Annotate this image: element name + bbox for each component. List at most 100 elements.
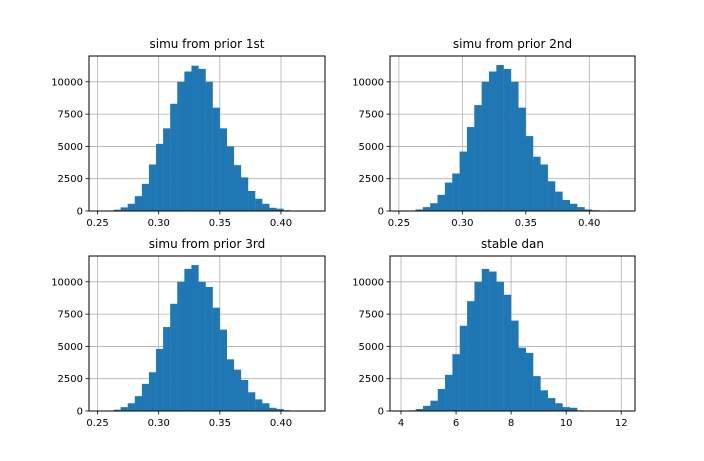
histogram-bar (177, 281, 185, 411)
y-tick-label: 5000 (359, 342, 384, 353)
histogram-bar (262, 403, 270, 411)
histogram-bar (466, 127, 475, 211)
histogram-bar (452, 173, 460, 211)
subplot-simu-from-prior-2nd: 0.25 0.30 0.35 0.40 0 2500 5000 7500 10000 simu f… (352, 37, 636, 229)
histogram-bar (437, 194, 446, 211)
histogram-bar (156, 349, 164, 411)
histogram-bar (255, 399, 263, 411)
histogram-bar (569, 203, 578, 211)
y-tick-label: 5000 (359, 142, 384, 153)
x-tick-label: 0.35 (209, 218, 231, 229)
histogram-bar (248, 392, 256, 411)
y-tick-label: 10000 (51, 277, 83, 288)
histogram-bar (584, 209, 593, 211)
histogram-bar (127, 203, 135, 211)
histogram-bar (134, 196, 143, 211)
histogram-bar (474, 281, 482, 411)
y-tick-label: 5000 (58, 142, 83, 153)
histogram-bar (148, 372, 157, 411)
histogram-bar (255, 198, 263, 211)
histogram-bar (219, 329, 227, 411)
histogram-bar (226, 146, 235, 211)
histogram-bar (415, 409, 424, 411)
histogram-bar (481, 268, 490, 411)
histogram-bar (212, 107, 220, 211)
x-tick-label: 0.25 (388, 218, 410, 229)
y-tick-label: 2500 (359, 374, 384, 385)
histogram-bar (219, 128, 227, 211)
y-tick-label: 10000 (51, 77, 83, 88)
histogram-bar (496, 281, 504, 411)
histogram-bar (511, 81, 519, 211)
histogram-bar (191, 265, 199, 411)
y-tick-label: 2500 (58, 174, 83, 185)
histogram-bar (276, 409, 284, 411)
y-tick-label: 7500 (58, 110, 83, 121)
subplot-title: simu from prior 2nd (453, 37, 572, 51)
histogram-bar (518, 107, 526, 211)
histogram-bar (177, 81, 185, 211)
x-tick-label: 0.40 (270, 418, 292, 429)
y-tick-label: 0 (77, 407, 83, 418)
histogram-bar (467, 301, 475, 411)
histogram-bar (212, 307, 220, 411)
x-tick-label: 0.30 (148, 418, 170, 429)
y-tick-label: 10000 (352, 277, 384, 288)
histogram-bar (555, 403, 563, 411)
histogram-bar (191, 65, 199, 211)
histogram-bar (120, 207, 128, 211)
histogram-bar (233, 165, 242, 211)
histogram-bar (474, 105, 482, 211)
axes-frame (88, 255, 326, 412)
x-tick-label: 12 (615, 418, 628, 429)
y-tick-label: 7500 (359, 110, 384, 121)
histogram-bar (113, 409, 121, 411)
histogram-bar (141, 183, 150, 211)
subplot-simu-from-prior-1st: 0.25 0.30 0.35 0.40 0 2500 5000 7500 10000 simu f… (51, 37, 326, 229)
histogram-bar (141, 383, 150, 411)
histogram-bar (555, 191, 563, 211)
subplot-stable-dan: 4 6 8 10 12 0 2500 5000 7500 10000 stable dan (352, 237, 636, 429)
histogram-bar (533, 156, 541, 211)
histogram-bar (240, 380, 249, 411)
y-tick-label: 0 (378, 407, 384, 418)
axes-frame (88, 55, 326, 212)
histogram-bar (163, 128, 171, 211)
histogram-bar (430, 400, 438, 411)
histogram-bar (540, 164, 548, 211)
y-tick-label: 5000 (58, 342, 83, 353)
histogram-bar (445, 374, 453, 411)
axes-frame (389, 55, 636, 212)
histogram-bar (276, 208, 284, 211)
histogram-bar (525, 352, 534, 411)
histogram-bar (503, 294, 512, 411)
histogram-bar (489, 271, 497, 411)
histogram-bar (262, 203, 270, 211)
y-tick-label: 7500 (359, 310, 384, 321)
y-tick-label: 2500 (359, 174, 384, 185)
x-tick-label: 0.40 (270, 218, 292, 229)
histogram-bar (198, 68, 206, 212)
histogram-bar (518, 347, 526, 411)
histogram-bar (459, 325, 468, 411)
subplot-title: simu from prior 1st (149, 37, 264, 51)
histogram-bar (415, 209, 423, 211)
x-tick-label: 0.25 (86, 418, 108, 429)
subplot-title: simu from prior 3rd (149, 237, 265, 251)
y-tick-label: 0 (378, 207, 384, 218)
histogram-bar (422, 207, 431, 211)
histogram-bar (184, 268, 192, 411)
y-tick-label: 10000 (352, 77, 384, 88)
histogram-bar (205, 287, 213, 411)
histogram-bar (113, 209, 121, 211)
histogram-bar (148, 164, 157, 211)
histogram-bar (127, 403, 135, 411)
y-tick-label: 2500 (58, 374, 83, 385)
histogram-bar (577, 207, 585, 211)
histogram-bar (248, 190, 256, 211)
x-tick-label: 10 (560, 418, 573, 429)
histogram-bar (269, 207, 277, 211)
histogram-bar (525, 136, 534, 211)
x-tick-label: 0.25 (86, 218, 108, 229)
